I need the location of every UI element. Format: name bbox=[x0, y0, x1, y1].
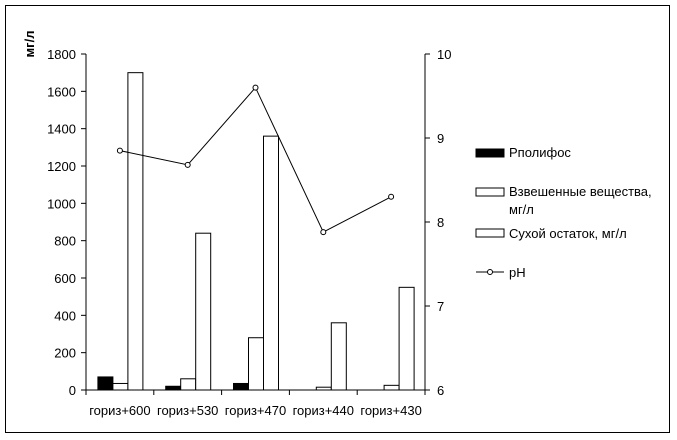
legend-label-1-line: мг/л bbox=[509, 202, 534, 217]
y-axis-label: мг/л bbox=[22, 31, 37, 58]
ph-line-path bbox=[119, 86, 392, 233]
ph-line bbox=[116, 84, 395, 236]
bar-2 bbox=[398, 286, 415, 391]
y-tick-label-left: 800 bbox=[54, 234, 76, 249]
y-tick-label-left: 1000 bbox=[47, 196, 76, 211]
y-tick-label-left: 600 bbox=[54, 271, 76, 286]
bar-1 bbox=[383, 384, 400, 391]
legend-marker-3 bbox=[487, 269, 493, 275]
y-tick-label-left: 1200 bbox=[47, 159, 76, 174]
bar-1 bbox=[180, 378, 197, 391]
x-tick-label: гориз+430 bbox=[360, 403, 421, 418]
legend-swatch-1 bbox=[475, 187, 505, 197]
legend: Рполифос Взвешенные вещества, мг/л Сухой ос… bbox=[475, 145, 652, 280]
ph-point bbox=[388, 193, 395, 200]
y-tick-label-right: 8 bbox=[437, 215, 444, 230]
chart-frame bbox=[5, 5, 670, 433]
y-tick-label-left: 1400 bbox=[47, 122, 76, 137]
bar-0 bbox=[165, 385, 182, 391]
bar-2 bbox=[263, 135, 279, 391]
bar-2 bbox=[330, 322, 347, 391]
y-tick-label-left: 1800 bbox=[47, 47, 76, 62]
bar-2 bbox=[127, 72, 144, 391]
y-tick-label-right: 6 bbox=[437, 383, 444, 398]
y-tick-label-left: 1600 bbox=[47, 84, 76, 99]
y-tick-label-right: 9 bbox=[437, 131, 444, 146]
bar-0 bbox=[233, 382, 249, 391]
bars bbox=[97, 72, 415, 391]
ph-point bbox=[252, 84, 259, 91]
legend-label-3: pH bbox=[509, 265, 526, 280]
ph-point bbox=[184, 161, 191, 168]
legend-label-2: Сухой остаток, мг/л bbox=[509, 226, 627, 241]
legend-label-1: Взвешенные вещества, мг/л bbox=[509, 184, 652, 217]
legend-label-1-line: Взвешенные вещества, bbox=[509, 184, 652, 199]
bar-2 bbox=[195, 232, 212, 391]
bar-0 bbox=[97, 376, 114, 391]
axes: 0 200 400 600 800 1000 1200 1400 1600 1800 6 7 8 9 10 г… bbox=[22, 31, 451, 418]
bar-1 bbox=[112, 382, 129, 391]
x-tick-label: гориз+530 bbox=[157, 403, 218, 418]
y-tick-label-right: 10 bbox=[437, 47, 451, 62]
x-tick-label: гориз+440 bbox=[293, 403, 354, 418]
legend-swatch-0 bbox=[475, 148, 505, 158]
ph-point bbox=[320, 229, 327, 236]
y-tick-label-left: 400 bbox=[54, 308, 76, 323]
legend-swatch-2 bbox=[475, 228, 505, 238]
x-tick-label: гориз+600 bbox=[89, 403, 150, 418]
x-tick-label: гориз+470 bbox=[225, 403, 286, 418]
bar-1 bbox=[248, 337, 264, 391]
y-tick-label-right: 7 bbox=[437, 299, 444, 314]
y-tick-label-left: 200 bbox=[54, 346, 76, 361]
legend-label-0: Рполифос bbox=[509, 145, 571, 160]
y-tick-label-left: 0 bbox=[69, 383, 76, 398]
ph-point bbox=[116, 147, 123, 154]
bar-1 bbox=[315, 386, 332, 391]
